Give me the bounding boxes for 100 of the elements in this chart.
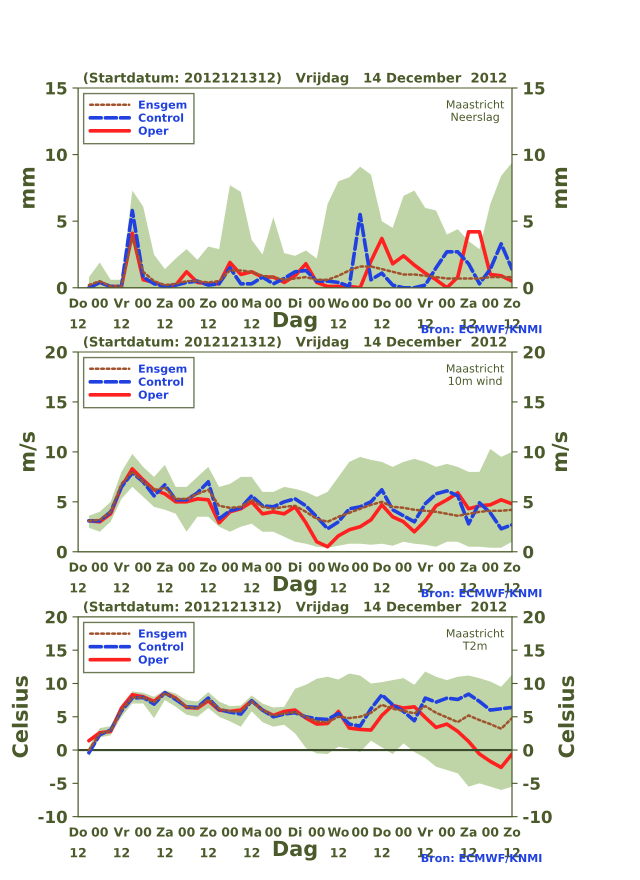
y2-tick-label: 10: [524, 148, 545, 162]
x-tick-label: 00: [135, 562, 152, 572]
x-tick-label: Di: [288, 827, 302, 837]
x-tick-label: 00: [265, 827, 282, 837]
y-tick-label: 10: [46, 446, 67, 458]
x-tick-label: 00: [308, 562, 325, 572]
x-tick-label: Wo 12: [328, 827, 349, 858]
legend-label: Control: [138, 113, 184, 122]
x-tick-label: 00: [222, 827, 238, 837]
y2-tick-label: -5: [523, 778, 540, 790]
y-tick-label: 5: [57, 215, 66, 228]
x-tick-label: Do 12: [373, 562, 391, 592]
y-tick-label: 20: [46, 346, 67, 359]
legend-label: Control: [138, 642, 184, 651]
x-tick-label: Do 12: [373, 827, 391, 858]
y2-axis-title: mm: [555, 168, 567, 208]
x-tick-label: Vr 12: [114, 562, 130, 592]
x-tick-label: Di: [288, 298, 302, 308]
x-tick-label: 00: [395, 298, 412, 308]
annotation: Maastricht T2m: [446, 628, 504, 650]
legend-label: Oper: [138, 126, 168, 138]
x-tick-label: Do 12: [70, 827, 88, 858]
x-tick-label: 00: [265, 562, 282, 572]
x-tick-label: 00: [265, 298, 282, 308]
x-tick-label: 00: [178, 827, 195, 837]
x-tick-label: 00: [92, 298, 108, 308]
x-tick-label: 00: [222, 562, 238, 572]
x-tick-label: 00: [135, 298, 152, 308]
chart-title: (Startdatum: 2012121312) Vrijdag 14 December 2012: [84, 601, 506, 614]
y2-axis-title: Celsius: [558, 676, 574, 758]
x-tick-label: Za 12: [156, 298, 173, 328]
y-tick-label: 15: [46, 82, 66, 95]
x-axis-title: Dag: [274, 576, 316, 596]
y2-tick-label: 0: [523, 282, 534, 294]
y2-tick-label: 20: [524, 346, 545, 359]
x-tick-label: Ma 12: [242, 298, 262, 328]
x-tick-label: Di: [288, 562, 302, 572]
y2-tick-label: 5: [524, 496, 533, 508]
x-tick-label: Do 12: [70, 562, 88, 592]
x-tick-label: 00: [222, 298, 238, 308]
y2-tick-label: 15: [524, 644, 544, 657]
y-tick-label: 5: [57, 496, 66, 508]
x-tick-label: 00: [395, 827, 412, 837]
x-tick-label: 00: [308, 827, 325, 837]
y-tick-label: 10: [46, 677, 67, 690]
x-tick-label: Zo 12: [200, 827, 217, 858]
x-tick-label: 00: [395, 562, 412, 572]
line-series: [87, 208, 512, 288]
y2-axis-title: m/s: [552, 432, 569, 472]
y-tick-label: 20: [46, 610, 67, 624]
y-tick-label: -10: [38, 810, 67, 824]
x-tick-label: Ma 12: [242, 827, 262, 858]
x-tick-label: Do 12: [70, 298, 88, 328]
y2-tick-label: -10: [523, 810, 552, 824]
chart-title: (Startdatum: 2012121312) Vrijdag 14 December 2012: [84, 336, 506, 350]
legend-label: Oper: [138, 655, 168, 666]
x-tick-label: 00: [352, 827, 368, 837]
x-tick-label: 00: [438, 298, 456, 308]
y2-tick-label: 10: [524, 677, 545, 690]
x-tick-label: Ma 12: [242, 562, 262, 592]
x-tick-label: Za 12: [156, 562, 173, 592]
legend-label: Ensgem: [139, 364, 186, 376]
x-axis-title: Dag: [274, 312, 316, 332]
y2-tick-label: 0: [523, 546, 534, 558]
y-axis-title: Celsius: [12, 676, 28, 758]
x-tick-label: Vr 12: [114, 827, 130, 858]
x-tick-label: Do 12: [373, 298, 391, 328]
annotation: Maastricht 10m wind: [446, 364, 504, 386]
y-tick-label: 15: [46, 644, 66, 657]
chart-title: (Startdatum: 2012121312) Vrijdag 14 December 2012: [84, 72, 506, 86]
x-tick-label: 00: [308, 298, 325, 308]
y-tick-label: -5: [50, 778, 66, 790]
x-tick-label: 00: [482, 827, 498, 837]
y2-tick-label: 15: [524, 82, 544, 95]
x-tick-label: Wo 12: [328, 562, 349, 592]
x-tick-label: Zo 12: [200, 298, 217, 328]
y2-tick-label: 15: [524, 396, 544, 409]
y2-tick-label: 5: [524, 710, 533, 724]
y-axis-title: m/s: [19, 432, 37, 472]
x-tick-label: Wo 12: [328, 298, 349, 328]
x-tick-label: Zo 12: [200, 562, 217, 592]
y-tick-label: 15: [46, 396, 66, 409]
annotation: Maastricht Neerslag: [446, 100, 504, 124]
x-tick-label: 00: [135, 827, 152, 837]
y2-tick-label: 0: [523, 744, 534, 757]
x-tick-label: 00: [482, 562, 498, 572]
x-tick-label: Za 12: [156, 827, 173, 858]
x-tick-label: 00: [482, 298, 498, 308]
y-tick-label: 5: [57, 710, 66, 724]
legend-label: Ensgem: [139, 100, 186, 112]
x-tick-label: 00: [92, 562, 108, 572]
y-tick-label: 0: [56, 282, 67, 294]
x-tick-label: Vr 12: [114, 298, 130, 328]
y-tick-label: 0: [56, 546, 67, 558]
x-tick-label: 00: [352, 298, 368, 308]
legend-label: Ensgem: [139, 629, 186, 640]
x-tick-label: 00: [178, 298, 195, 308]
legend-label: Oper: [138, 390, 168, 402]
y2-tick-label: 20: [524, 610, 545, 624]
y2-tick-label: 5: [524, 215, 533, 228]
